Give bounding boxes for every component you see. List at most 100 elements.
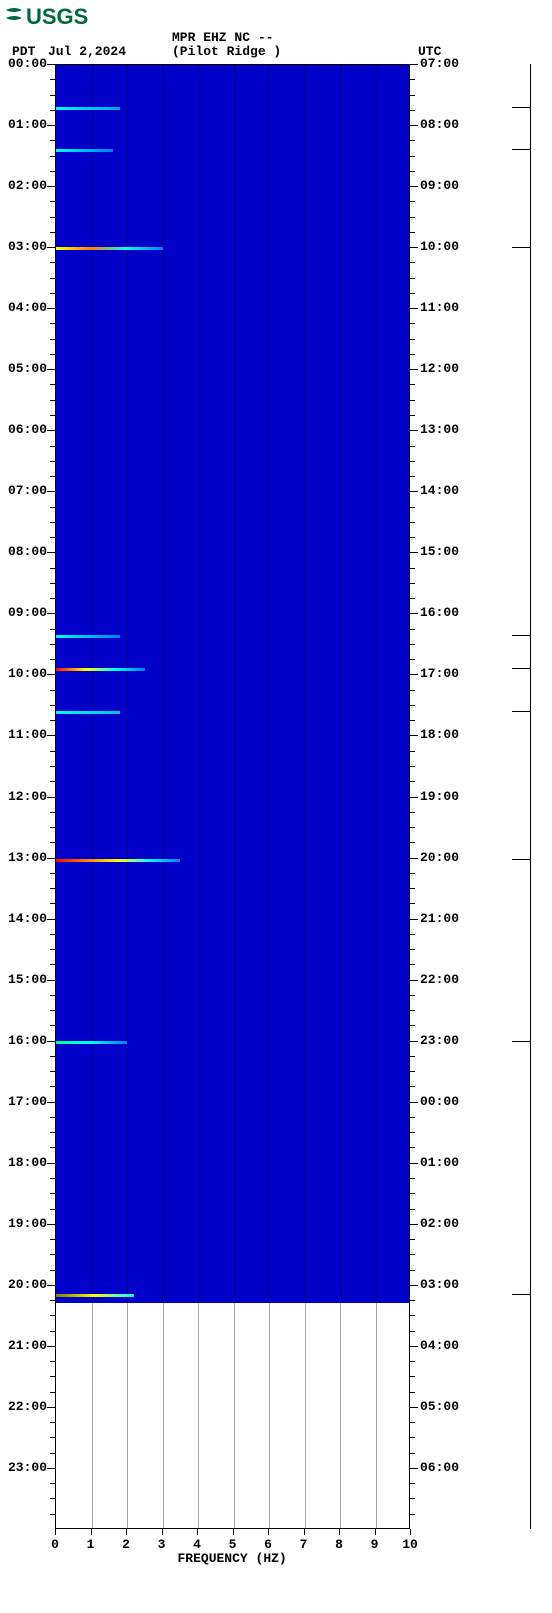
xtick: [375, 1529, 376, 1535]
ytick-right-minor: [410, 1056, 415, 1057]
ytick-right-minor: [410, 1178, 415, 1179]
ytick-right-minor: [410, 354, 415, 355]
ytick-right-minor: [410, 583, 415, 584]
ytick-left-minor: [50, 812, 55, 813]
gridline: [340, 65, 341, 1528]
gridline: [127, 65, 128, 1528]
xlabel: 6: [264, 1537, 272, 1552]
ytick-right: [410, 919, 418, 920]
ytick-right-minor: [410, 1117, 415, 1118]
ytick-right-minor: [410, 690, 415, 691]
ytick-right: [410, 1102, 418, 1103]
ytick-left-minor: [50, 79, 55, 80]
ytick-right-minor: [410, 842, 415, 843]
xtick: [268, 1529, 269, 1535]
gridline: [92, 65, 93, 1528]
ylabel-left: 05:00: [1, 361, 47, 376]
ylabel-right: 22:00: [420, 972, 470, 987]
ytick-right: [410, 1224, 418, 1225]
ytick-right-minor: [410, 171, 415, 172]
xtick: [197, 1529, 198, 1535]
ytick-left-minor: [50, 659, 55, 660]
ytick-left-minor: [50, 1315, 55, 1316]
ytick-left-minor: [50, 110, 55, 111]
ytick-left-minor: [50, 217, 55, 218]
ylabel-right: 13:00: [420, 422, 470, 437]
ytick-right-minor: [410, 720, 415, 721]
ytick-left: [47, 797, 55, 798]
ytick-right-minor: [410, 888, 415, 889]
xlabel: 7: [300, 1537, 308, 1552]
spectral-event: [56, 1041, 127, 1044]
spectrogram-plot: 00:0001:0002:0003:0004:0005:0006:0007:00…: [0, 64, 552, 1604]
ytick-right-minor: [410, 781, 415, 782]
spectral-event: [56, 711, 120, 714]
gridline: [305, 65, 306, 1528]
ytick-left-minor: [50, 705, 55, 706]
event-axis: [530, 64, 531, 1529]
ytick-left-minor: [50, 446, 55, 447]
ytick-right-minor: [410, 1422, 415, 1423]
gridline: [163, 65, 164, 1528]
ylabel-right: 23:00: [420, 1033, 470, 1048]
ytick-right: [410, 1285, 418, 1286]
ytick-right-minor: [410, 659, 415, 660]
event-axis-tick: [512, 149, 530, 150]
ytick-left-minor: [50, 964, 55, 965]
ytick-right-minor: [410, 323, 415, 324]
ytick-left: [47, 308, 55, 309]
ylabel-right: 20:00: [420, 850, 470, 865]
ylabel-left: 10:00: [1, 666, 47, 681]
ytick-left-minor: [50, 400, 55, 401]
ytick-left-minor: [50, 384, 55, 385]
ylabel-left: 18:00: [1, 1155, 47, 1170]
ytick-left: [47, 491, 55, 492]
ytick-right-minor: [410, 598, 415, 599]
ytick-right-minor: [410, 156, 415, 157]
xlabel: 9: [371, 1537, 379, 1552]
ytick-left-minor: [50, 537, 55, 538]
xlabel: 10: [402, 1537, 418, 1552]
ytick-left-minor: [50, 598, 55, 599]
ytick-right-minor: [410, 812, 415, 813]
event-axis-tick: [512, 859, 530, 860]
logo-text: USGS: [26, 4, 88, 28]
ytick-left-minor: [50, 1300, 55, 1301]
xtick: [162, 1529, 163, 1535]
ytick-right-minor: [410, 644, 415, 645]
ytick-left: [47, 1163, 55, 1164]
ylabel-right: 12:00: [420, 361, 470, 376]
ytick-left: [47, 552, 55, 553]
ytick-right-minor: [410, 568, 415, 569]
ytick-right-minor: [410, 217, 415, 218]
title-line1: MPR EHZ NC --: [172, 30, 273, 45]
ytick-right-minor: [410, 1010, 415, 1011]
ylabel-left: 00:00: [1, 56, 47, 71]
ytick-right: [410, 1346, 418, 1347]
ytick-left-minor: [50, 1193, 55, 1194]
ytick-left: [47, 64, 55, 65]
xlabel: 2: [122, 1537, 130, 1552]
ytick-right-minor: [410, 903, 415, 904]
ylabel-left: 15:00: [1, 972, 47, 987]
ytick-left-minor: [50, 949, 55, 950]
ytick-left-minor: [50, 1392, 55, 1393]
xlabel: 5: [229, 1537, 237, 1552]
ytick-right-minor: [410, 339, 415, 340]
ytick-right: [410, 613, 418, 614]
ytick-left-minor: [50, 522, 55, 523]
event-axis-tick: [512, 1294, 530, 1295]
event-axis-tick: [512, 711, 530, 712]
event-axis-tick: [512, 668, 530, 669]
ytick-left-minor: [50, 903, 55, 904]
ytick-left: [47, 919, 55, 920]
ylabel-right: 09:00: [420, 178, 470, 193]
ytick-right: [410, 64, 418, 65]
ylabel-left: 22:00: [1, 1399, 47, 1414]
ylabel-right: 08:00: [420, 117, 470, 132]
ytick-left-minor: [50, 1025, 55, 1026]
ylabel-left: 13:00: [1, 850, 47, 865]
ytick-left: [47, 125, 55, 126]
ytick-left-minor: [50, 781, 55, 782]
ytick-right-minor: [410, 1514, 415, 1515]
